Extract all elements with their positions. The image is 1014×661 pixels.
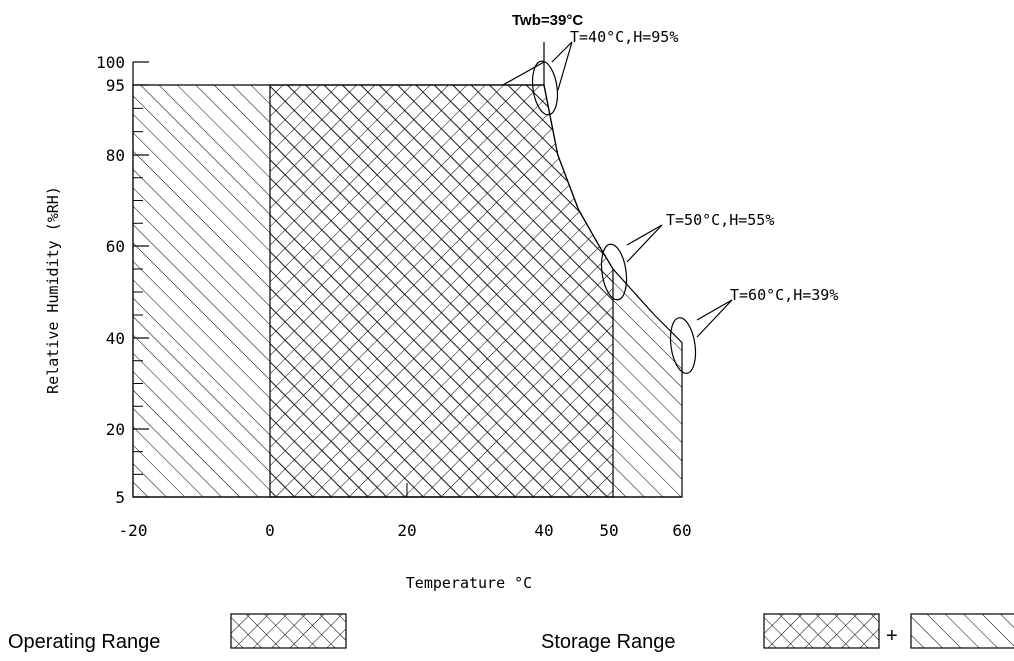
callout-ellipse bbox=[669, 317, 697, 374]
y-axis-title: Relative Humidity (%RH) bbox=[44, 186, 62, 394]
legend-plus-sign: + bbox=[886, 625, 898, 647]
y-tick-label: 5 bbox=[115, 488, 125, 507]
wet-bulb-label: Twb=39°C bbox=[512, 12, 583, 29]
wet-bulb-line bbox=[502, 61, 545, 86]
callout-pointer bbox=[551, 41, 573, 91]
regions-layer bbox=[132, 42, 683, 498]
callout-pointer bbox=[626, 224, 663, 263]
y-tick-label: 100 bbox=[96, 53, 125, 72]
x-axis-title: Temperature °C bbox=[406, 574, 532, 592]
callout-ellipse bbox=[600, 243, 628, 301]
x-tick-label: 60 bbox=[672, 521, 691, 540]
legend-operating-label: Operating Range bbox=[8, 631, 160, 653]
legend-operating-swatch bbox=[230, 613, 347, 649]
x-tick-label: 50 bbox=[599, 521, 618, 540]
y-tick-label: 80 bbox=[106, 146, 125, 165]
callout-label: T=60°C,H=39% bbox=[730, 286, 838, 304]
y-tick-label: 60 bbox=[106, 237, 125, 256]
operating-region bbox=[269, 84, 614, 498]
callouts: T=40°C,H=95% T=50°C,H=55% T=60°C,H=39% bbox=[531, 28, 838, 374]
y-tick-label: 20 bbox=[106, 420, 125, 439]
x-tick-label: -20 bbox=[119, 521, 148, 540]
y-tick-label: 95 bbox=[106, 76, 125, 95]
x-tick-label: 40 bbox=[534, 521, 553, 540]
legend-storage-swatch-cross bbox=[763, 613, 880, 649]
callout-label: T=40°C,H=95% bbox=[570, 28, 678, 46]
callout-label: T=50°C,H=55% bbox=[666, 211, 774, 229]
callout-ellipse bbox=[531, 60, 559, 116]
callout-pointer bbox=[696, 299, 733, 338]
y-tick-label: 40 bbox=[106, 329, 125, 348]
legend-storage-swatch-diag bbox=[910, 613, 1014, 649]
x-ticks: -20 0 20 40 50 60 bbox=[119, 483, 692, 540]
x-tick-label: 0 bbox=[265, 521, 275, 540]
legend: Operating Range Storage Range + bbox=[8, 613, 1014, 653]
legend-storage-label: Storage Range bbox=[541, 631, 676, 653]
x-tick-label: 20 bbox=[397, 521, 416, 540]
y-ticks: 5 20 40 60 80 95 100 bbox=[96, 53, 149, 507]
axes-layer: 5 20 40 60 80 95 100 -20 0 20 40 50 60 bbox=[96, 53, 692, 540]
